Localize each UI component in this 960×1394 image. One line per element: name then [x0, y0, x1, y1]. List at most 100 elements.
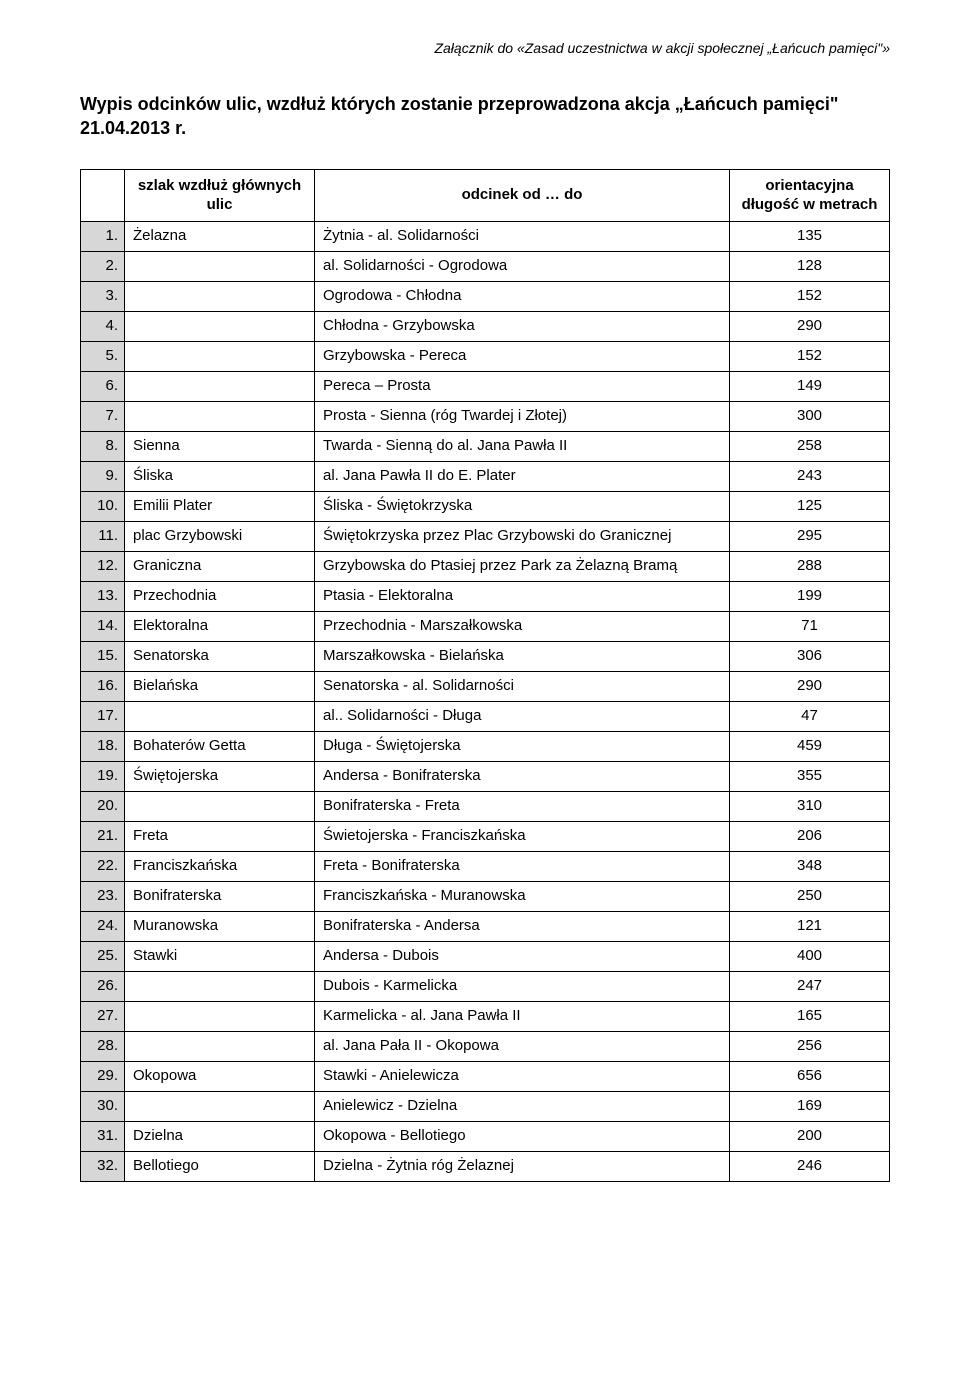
row-length: 290 [730, 671, 890, 701]
row-section: Ogrodowa - Chłodna [315, 281, 730, 311]
table-row: 26.Dubois - Karmelicka247 [81, 971, 890, 1001]
row-length: 656 [730, 1061, 890, 1091]
table-row: 3.Ogrodowa - Chłodna152 [81, 281, 890, 311]
row-section: Żytnia - al. Solidarności [315, 221, 730, 251]
row-number: 1. [81, 221, 125, 251]
row-number: 14. [81, 611, 125, 641]
row-length: 295 [730, 521, 890, 551]
row-street: plac Grzybowski [125, 521, 315, 551]
row-street: Elektoralna [125, 611, 315, 641]
row-street: Świętojerska [125, 761, 315, 791]
table-row: 16.BielańskaSenatorska - al. Solidarnośc… [81, 671, 890, 701]
row-number: 9. [81, 461, 125, 491]
row-section: al. Solidarności - Ogrodowa [315, 251, 730, 281]
row-length: 121 [730, 911, 890, 941]
table-row: 27.Karmelicka - al. Jana Pawła II165 [81, 1001, 890, 1031]
table-row: 19.ŚwiętojerskaAndersa - Bonifraterska35… [81, 761, 890, 791]
row-number: 20. [81, 791, 125, 821]
row-length: 243 [730, 461, 890, 491]
table-row: 7.Prosta - Sienna (róg Twardej i Złotej)… [81, 401, 890, 431]
row-number: 8. [81, 431, 125, 461]
header-number [81, 169, 125, 221]
row-number: 22. [81, 851, 125, 881]
row-street: Dzielna [125, 1121, 315, 1151]
row-section: Karmelicka - al. Jana Pawła II [315, 1001, 730, 1031]
row-street: Freta [125, 821, 315, 851]
row-section: Freta - Bonifraterska [315, 851, 730, 881]
row-section: Andersa - Bonifraterska [315, 761, 730, 791]
row-section: Franciszkańska - Muranowska [315, 881, 730, 911]
table-row: 24.MuranowskaBonifraterska - Andersa121 [81, 911, 890, 941]
row-section: Senatorska - al. Solidarności [315, 671, 730, 701]
row-length: 169 [730, 1091, 890, 1121]
row-street: Graniczna [125, 551, 315, 581]
row-length: 206 [730, 821, 890, 851]
row-length: 310 [730, 791, 890, 821]
row-length: 288 [730, 551, 890, 581]
table-row: 30.Anielewicz - Dzielna169 [81, 1091, 890, 1121]
table-row: 31.DzielnaOkopowa - Bellotiego200 [81, 1121, 890, 1151]
row-length: 125 [730, 491, 890, 521]
table-row: 5. Grzybowska - Pereca152 [81, 341, 890, 371]
row-number: 28. [81, 1031, 125, 1061]
row-number: 16. [81, 671, 125, 701]
row-street: Senatorska [125, 641, 315, 671]
row-street: Emilii Plater [125, 491, 315, 521]
row-street [125, 701, 315, 731]
row-section: Świetojerska - Franciszkańska [315, 821, 730, 851]
row-number: 2. [81, 251, 125, 281]
row-street: Muranowska [125, 911, 315, 941]
row-street [125, 1031, 315, 1061]
row-section: Ptasia - Elektoralna [315, 581, 730, 611]
row-number: 12. [81, 551, 125, 581]
row-length: 47 [730, 701, 890, 731]
row-street [125, 251, 315, 281]
row-length: 152 [730, 281, 890, 311]
row-number: 10. [81, 491, 125, 521]
row-street [125, 1001, 315, 1031]
row-section: Grzybowska do Ptasiej przez Park za Żela… [315, 551, 730, 581]
row-length: 246 [730, 1151, 890, 1181]
row-section: Bonifraterska - Freta [315, 791, 730, 821]
row-section: Chłodna - Grzybowska [315, 311, 730, 341]
row-length: 152 [730, 341, 890, 371]
table-row: 11.plac GrzybowskiŚwiętokrzyska przez Pl… [81, 521, 890, 551]
table-header-row: szlak wzdłuż głównych ulic odcinek od … … [81, 169, 890, 221]
row-section: Grzybowska - Pereca [315, 341, 730, 371]
row-length: 300 [730, 401, 890, 431]
table-row: 20. Bonifraterska - Freta310 [81, 791, 890, 821]
row-section: Andersa - Dubois [315, 941, 730, 971]
row-number: 24. [81, 911, 125, 941]
row-number: 6. [81, 371, 125, 401]
row-street: Bielańska [125, 671, 315, 701]
row-number: 27. [81, 1001, 125, 1031]
row-section: Prosta - Sienna (róg Twardej i Złotej) [315, 401, 730, 431]
row-street: Okopowa [125, 1061, 315, 1091]
main-title: Wypis odcinków ulic, wzdłuż których zost… [80, 92, 890, 141]
row-length: 199 [730, 581, 890, 611]
table-row: 22.FranciszkańskaFreta - Bonifraterska34… [81, 851, 890, 881]
row-number: 30. [81, 1091, 125, 1121]
row-street [125, 371, 315, 401]
row-street: Bellotiego [125, 1151, 315, 1181]
streets-table: szlak wzdłuż głównych ulic odcinek od … … [80, 169, 890, 1182]
row-length: 128 [730, 251, 890, 281]
row-section: Marszałkowska - Bielańska [315, 641, 730, 671]
row-length: 306 [730, 641, 890, 671]
row-street: Bonifraterska [125, 881, 315, 911]
row-number: 23. [81, 881, 125, 911]
row-street [125, 281, 315, 311]
row-number: 5. [81, 341, 125, 371]
row-street: Śliska [125, 461, 315, 491]
row-length: 459 [730, 731, 890, 761]
header-length: orientacyjna długość w metrach [730, 169, 890, 221]
row-section: Bonifraterska - Andersa [315, 911, 730, 941]
row-number: 11. [81, 521, 125, 551]
table-row: 23.BonifraterskaFranciszkańska - Muranow… [81, 881, 890, 911]
row-number: 29. [81, 1061, 125, 1091]
row-length: 71 [730, 611, 890, 641]
table-row: 1.ŻelaznaŻytnia - al. Solidarności135 [81, 221, 890, 251]
row-length: 149 [730, 371, 890, 401]
table-row: 28.al. Jana Pała II - Okopowa256 [81, 1031, 890, 1061]
table-row: 17.al.. Solidarności - Długa47 [81, 701, 890, 731]
